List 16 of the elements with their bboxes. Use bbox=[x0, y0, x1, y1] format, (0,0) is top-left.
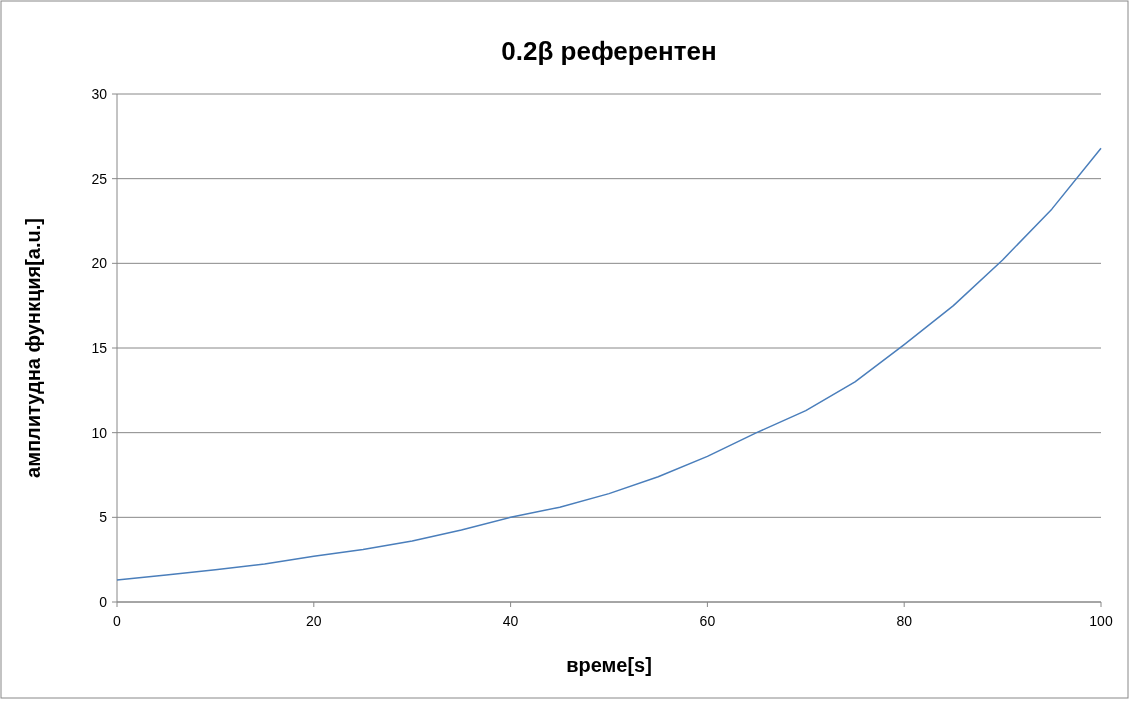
y-axis-title: амплитудна функция[a.u.] bbox=[22, 218, 44, 478]
x-tick-label: 40 bbox=[502, 613, 519, 629]
y-tick-label: 10 bbox=[91, 424, 108, 441]
y-tick-label: 30 bbox=[91, 85, 108, 102]
x-tick-label: 60 bbox=[699, 613, 716, 629]
x-axis-title: време[s] bbox=[566, 654, 652, 676]
y-tick-label: 20 bbox=[91, 255, 108, 272]
y-tick-label: 0 bbox=[99, 593, 108, 610]
y-tick-label: 5 bbox=[99, 509, 108, 526]
x-tick-label: 100 bbox=[1089, 613, 1113, 629]
x-tick-label: 80 bbox=[896, 613, 913, 629]
x-tick-label: 0 bbox=[113, 613, 122, 629]
chart-title: 0.2β референтен bbox=[501, 36, 717, 66]
x-tick-label: 20 bbox=[306, 613, 322, 629]
y-tick-label: 25 bbox=[91, 170, 108, 187]
y-tick-label: 15 bbox=[91, 339, 108, 356]
